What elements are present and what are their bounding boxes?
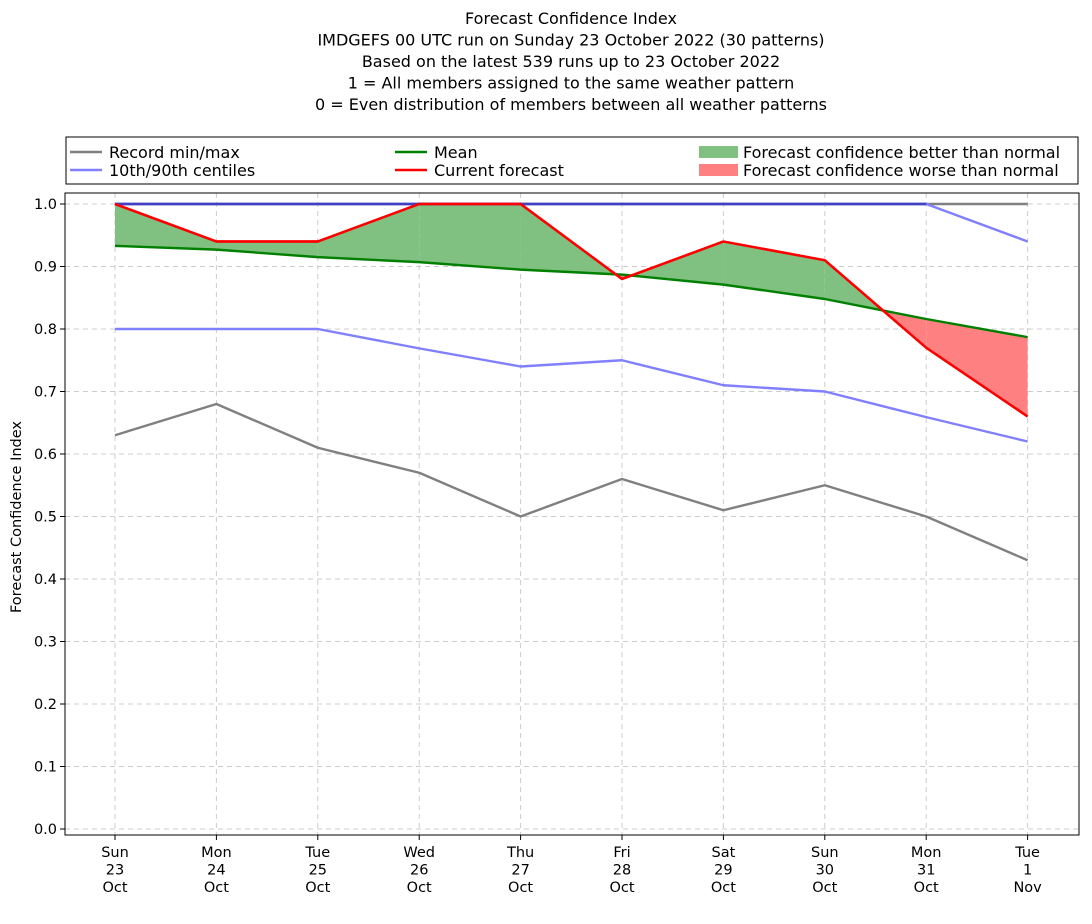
- x-tick-label: Wed: [403, 845, 435, 861]
- x-tick-label: Tue: [1014, 845, 1040, 861]
- x-tick-label: Oct: [609, 880, 634, 896]
- legend-label: Forecast confidence worse than normal: [743, 161, 1059, 180]
- x-tick-label: 30: [816, 863, 834, 879]
- current-line: [114, 202, 1029, 418]
- x-tick-label: 25: [309, 863, 327, 879]
- title-line: 1 = All members assigned to the same wea…: [348, 74, 795, 93]
- legend-label: 10th/90th centiles: [109, 161, 255, 180]
- y-tick-label: 0.9: [34, 260, 57, 276]
- title-line: Based on the latest 539 runs up to 23 Oc…: [362, 52, 780, 71]
- better-than-normal-area: [317, 204, 420, 263]
- x-tick-label: 28: [613, 863, 631, 879]
- current-forecast-line: [114, 202, 1029, 418]
- x-tick-label: Oct: [204, 880, 229, 896]
- x-tick-label: Oct: [305, 880, 330, 896]
- x-tick-label: Mon: [911, 845, 942, 861]
- title-line: IMDGEFS 00 UTC run on Sunday 23 October …: [317, 31, 824, 50]
- y-axis-label: Forecast Confidence Index: [9, 421, 25, 613]
- x-tick-label: 24: [207, 863, 225, 879]
- legend-swatch-patch: [699, 146, 738, 158]
- y-tick-label: 0.4: [34, 572, 57, 588]
- better-than-normal-area: [631, 241, 724, 285]
- grid: [65, 193, 1079, 835]
- y-tick-label: 0.8: [34, 322, 57, 338]
- x-tick-label: 27: [511, 863, 529, 879]
- worse-than-normal-area: [926, 319, 1028, 417]
- legend-label: Forecast confidence better than normal: [743, 143, 1060, 162]
- y-tick-label: 0.6: [34, 447, 57, 463]
- x-tick-label: Sun: [101, 845, 129, 861]
- y-tick-label: 0.3: [34, 635, 57, 651]
- y-tick-label: 0.7: [34, 385, 57, 401]
- title-line: 0 = Even distribution of members between…: [315, 95, 827, 114]
- x-tick-label: Fri: [613, 845, 630, 861]
- legend-label: Current forecast: [434, 161, 564, 180]
- title-line: Forecast Confidence Index: [465, 9, 677, 28]
- x-tick-label: Oct: [407, 880, 432, 896]
- y-tick-label: 0.5: [34, 510, 57, 526]
- y-tick-label: 0.1: [34, 760, 57, 776]
- x-tick-label: Oct: [508, 880, 533, 896]
- mean-line: [114, 244, 1028, 339]
- series-lines: [114, 202, 1029, 562]
- axes: 0.00.10.20.30.40.50.60.70.80.91.0Sun23Oc…: [34, 192, 1080, 896]
- p10-line: [115, 327, 1028, 443]
- y-tick-label: 0.2: [34, 697, 57, 713]
- confidence-fill-areas: [115, 204, 1028, 417]
- x-tick-label: 26: [410, 863, 428, 879]
- x-tick-label: Thu: [506, 845, 534, 861]
- x-tick-label: Oct: [812, 880, 837, 896]
- x-tick-label: Sun: [811, 845, 839, 861]
- x-tick-label: 23: [106, 863, 124, 879]
- legend-swatch-patch: [699, 164, 738, 176]
- x-tick-label: Nov: [1013, 880, 1042, 896]
- legend-frame: [65, 136, 1079, 185]
- p90-line: [115, 202, 1029, 243]
- x-tick-label: Sat: [712, 845, 736, 861]
- legend-label: Mean: [434, 143, 478, 162]
- x-tick-label: Tue: [304, 845, 330, 861]
- x-tick-label: Oct: [102, 880, 127, 896]
- x-tick-label: 29: [714, 863, 732, 879]
- record-min-line: [114, 402, 1029, 562]
- y-tick-label: 1.0: [34, 197, 57, 213]
- y-tick-label: 0.0: [34, 822, 57, 838]
- chart-title: Forecast Confidence Index IMDGEFS 00 UTC …: [315, 9, 827, 114]
- legend-label: Record min/max: [109, 143, 240, 162]
- x-tick-label: Oct: [711, 880, 736, 896]
- x-tick-label: 31: [917, 863, 935, 879]
- better-than-normal-area: [216, 241, 318, 258]
- better-than-normal-area: [419, 204, 521, 270]
- x-tick-label: Mon: [201, 845, 232, 861]
- x-tick-label: 1: [1023, 863, 1032, 879]
- plot-frame: [64, 192, 1080, 836]
- x-tick-label: Oct: [914, 880, 939, 896]
- better-than-normal-area: [115, 204, 217, 250]
